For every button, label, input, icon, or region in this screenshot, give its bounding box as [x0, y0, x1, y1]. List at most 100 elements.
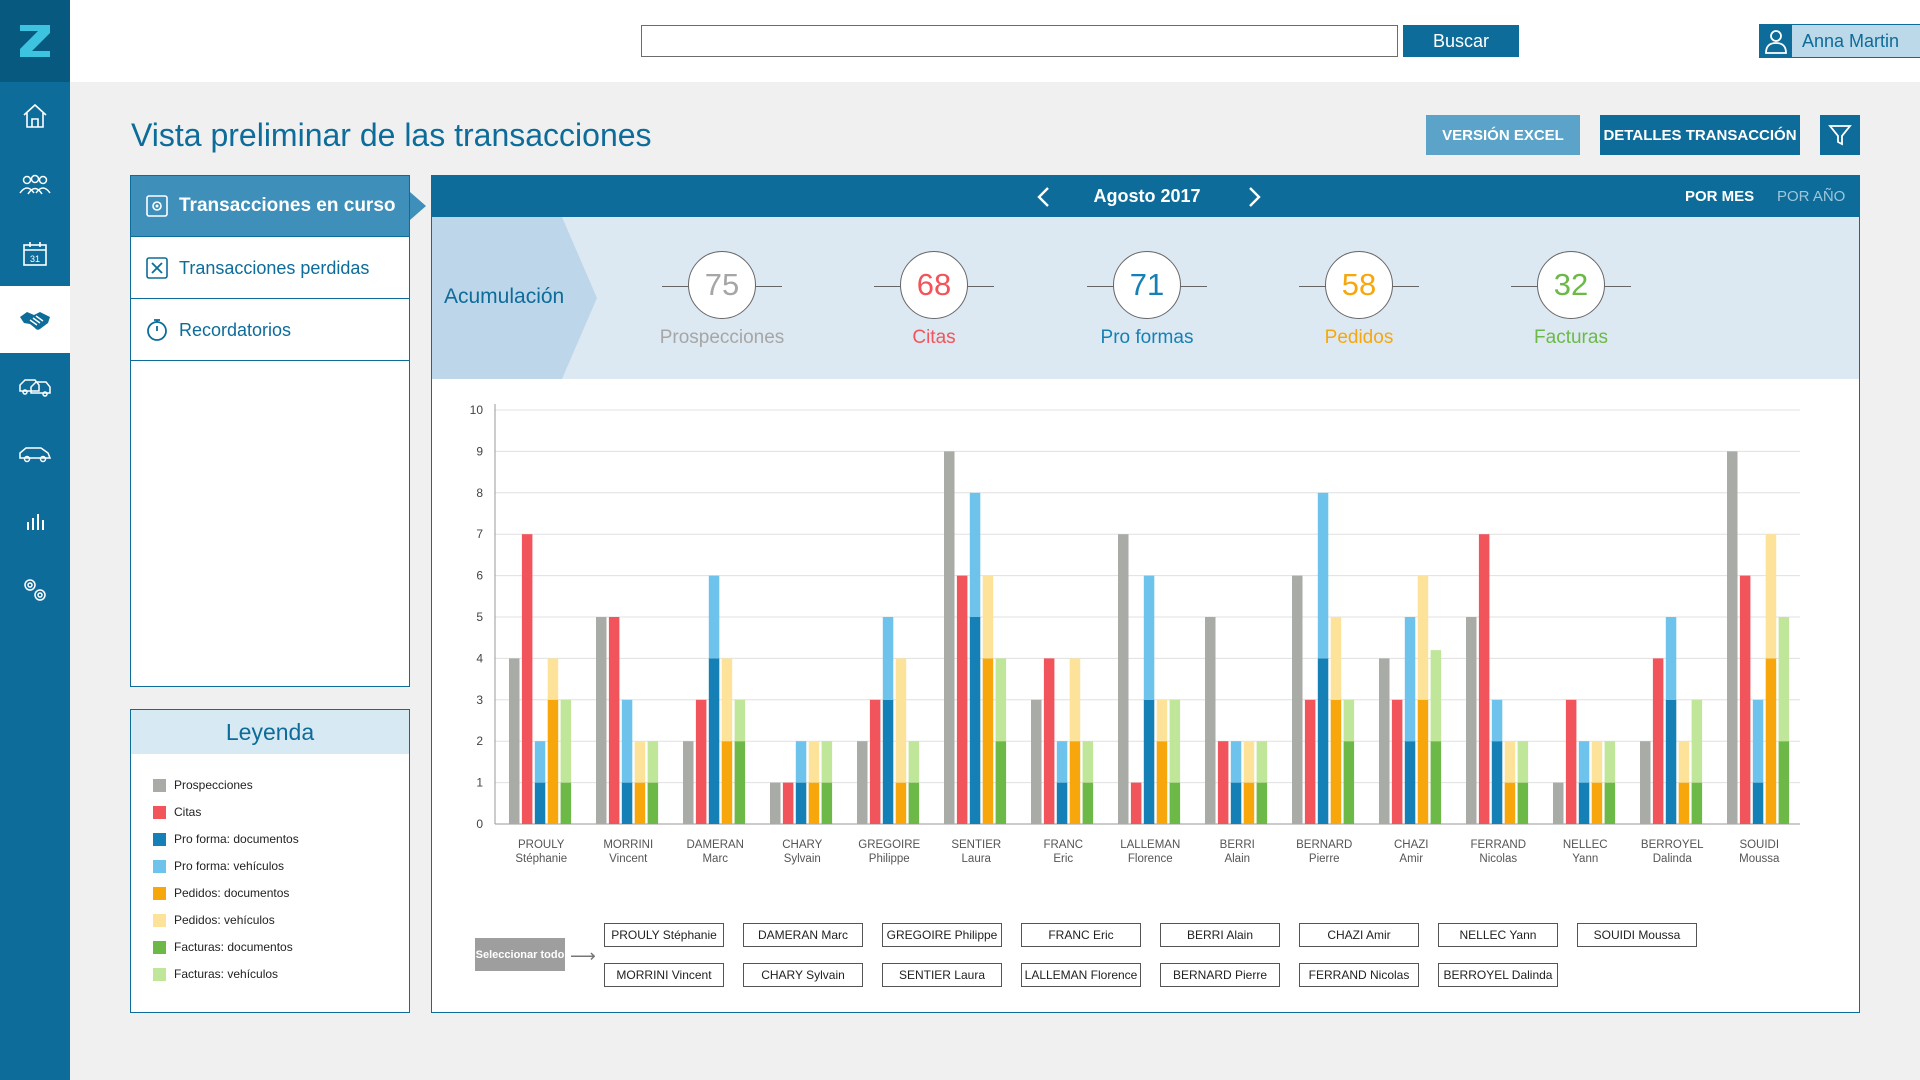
- bar[interactable]: [895, 658, 907, 783]
- menu-item-ongoing[interactable]: Transacciones en curso: [131, 176, 409, 237]
- bar[interactable]: [869, 699, 881, 824]
- salesperson-chip[interactable]: LALLEMAN Florence: [1021, 963, 1141, 987]
- bar[interactable]: [821, 782, 833, 824]
- bar[interactable]: [956, 575, 968, 824]
- filter-button[interactable]: [1820, 115, 1860, 155]
- bar[interactable]: [1156, 741, 1168, 824]
- bar[interactable]: [944, 451, 955, 824]
- search-input[interactable]: [641, 25, 1398, 57]
- bar[interactable]: [995, 741, 1007, 824]
- bar[interactable]: [1343, 741, 1355, 824]
- nav-home[interactable]: [0, 82, 70, 149]
- bar[interactable]: [1143, 699, 1155, 824]
- bar[interactable]: [708, 575, 720, 659]
- select-all-button[interactable]: Seleccionar todo: [475, 938, 565, 971]
- bar[interactable]: [509, 658, 520, 824]
- search-button[interactable]: Buscar: [1403, 25, 1519, 57]
- bar[interactable]: [560, 699, 572, 783]
- salesperson-chip[interactable]: BERRI Alain: [1160, 923, 1280, 947]
- salesperson-chip[interactable]: PROULY Stéphanie: [604, 923, 724, 947]
- bar[interactable]: [1466, 617, 1477, 824]
- bar[interactable]: [1169, 782, 1181, 824]
- bar[interactable]: [1604, 782, 1616, 824]
- bar[interactable]: [1082, 782, 1094, 824]
- bar[interactable]: [534, 782, 546, 824]
- bar[interactable]: [895, 782, 907, 824]
- bar[interactable]: [1517, 741, 1529, 783]
- bar[interactable]: [1043, 658, 1055, 824]
- bar[interactable]: [1478, 534, 1490, 824]
- bar[interactable]: [1379, 658, 1390, 824]
- salesperson-chip[interactable]: SENTIER Laura: [882, 963, 1002, 987]
- salesperson-chip[interactable]: FERRAND Nicolas: [1299, 963, 1419, 987]
- excel-version-button[interactable]: VERSIÓN EXCEL: [1426, 115, 1580, 155]
- bar[interactable]: [1678, 741, 1690, 783]
- bar[interactable]: [1343, 699, 1355, 742]
- transaction-details-button[interactable]: DETALLES TRANSACCIÓN: [1600, 115, 1800, 155]
- salesperson-chip[interactable]: GREGOIRE Philippe: [882, 923, 1002, 947]
- bar[interactable]: [721, 658, 733, 742]
- bar[interactable]: [560, 782, 572, 824]
- bar[interactable]: [1330, 617, 1342, 700]
- bar[interactable]: [1056, 782, 1068, 824]
- bar[interactable]: [982, 658, 994, 824]
- bar[interactable]: [1243, 782, 1255, 824]
- bar[interactable]: [1727, 451, 1738, 824]
- bar[interactable]: [1517, 782, 1529, 824]
- bar[interactable]: [882, 699, 894, 824]
- per-month-toggle[interactable]: POR MES: [1685, 188, 1755, 205]
- bar[interactable]: [1665, 617, 1677, 700]
- bar[interactable]: [1604, 741, 1616, 783]
- bar[interactable]: [1678, 782, 1690, 824]
- bar[interactable]: [1578, 741, 1590, 783]
- bar[interactable]: [1169, 699, 1181, 783]
- bar[interactable]: [1491, 699, 1503, 742]
- bar[interactable]: [521, 534, 533, 824]
- menu-item-reminders[interactable]: Recordatorios: [131, 300, 409, 361]
- bar[interactable]: [1691, 782, 1703, 824]
- nav-team[interactable]: [0, 152, 70, 219]
- bar[interactable]: [1317, 658, 1329, 824]
- bar[interactable]: [1330, 699, 1342, 824]
- bar[interactable]: [908, 741, 920, 783]
- bar[interactable]: [708, 658, 720, 824]
- bar[interactable]: [621, 782, 633, 824]
- nav-settings[interactable]: [0, 556, 70, 623]
- bar[interactable]: [634, 741, 646, 783]
- bar[interactable]: [808, 741, 820, 783]
- bar[interactable]: [1118, 534, 1129, 824]
- bar[interactable]: [1082, 741, 1094, 783]
- menu-item-lost[interactable]: Transacciones perdidas: [131, 238, 409, 299]
- bar[interactable]: [695, 699, 707, 824]
- nav-fleet[interactable]: [0, 352, 70, 419]
- bar[interactable]: [770, 782, 781, 824]
- bar[interactable]: [1778, 617, 1790, 742]
- bar[interactable]: [969, 617, 981, 824]
- bar[interactable]: [1230, 741, 1242, 783]
- bar[interactable]: [795, 741, 807, 783]
- nav-car[interactable]: [0, 420, 70, 487]
- bar[interactable]: [1230, 782, 1242, 824]
- bar[interactable]: [547, 699, 559, 824]
- bar[interactable]: [908, 782, 920, 824]
- bar[interactable]: [547, 658, 559, 700]
- bar[interactable]: [969, 492, 981, 617]
- bar[interactable]: [621, 699, 633, 783]
- bar[interactable]: [1765, 534, 1777, 659]
- bar[interactable]: [1752, 699, 1764, 783]
- bar[interactable]: [882, 617, 894, 700]
- bar[interactable]: [1205, 617, 1216, 824]
- nav-calendar[interactable]: 31: [0, 220, 70, 287]
- salesperson-chip[interactable]: SOUIDI Moussa: [1577, 923, 1697, 947]
- bar[interactable]: [1256, 782, 1268, 824]
- bar[interactable]: [647, 741, 659, 783]
- bar[interactable]: [1391, 699, 1403, 824]
- bar[interactable]: [1640, 741, 1651, 824]
- user-menu[interactable]: Anna Martin: [1759, 24, 1920, 58]
- prev-month-button[interactable]: [1030, 184, 1056, 210]
- bar[interactable]: [1491, 741, 1503, 824]
- bar[interactable]: [1217, 741, 1229, 824]
- bar[interactable]: [1665, 699, 1677, 824]
- bar[interactable]: [1417, 699, 1429, 824]
- bar[interactable]: [1430, 650, 1442, 742]
